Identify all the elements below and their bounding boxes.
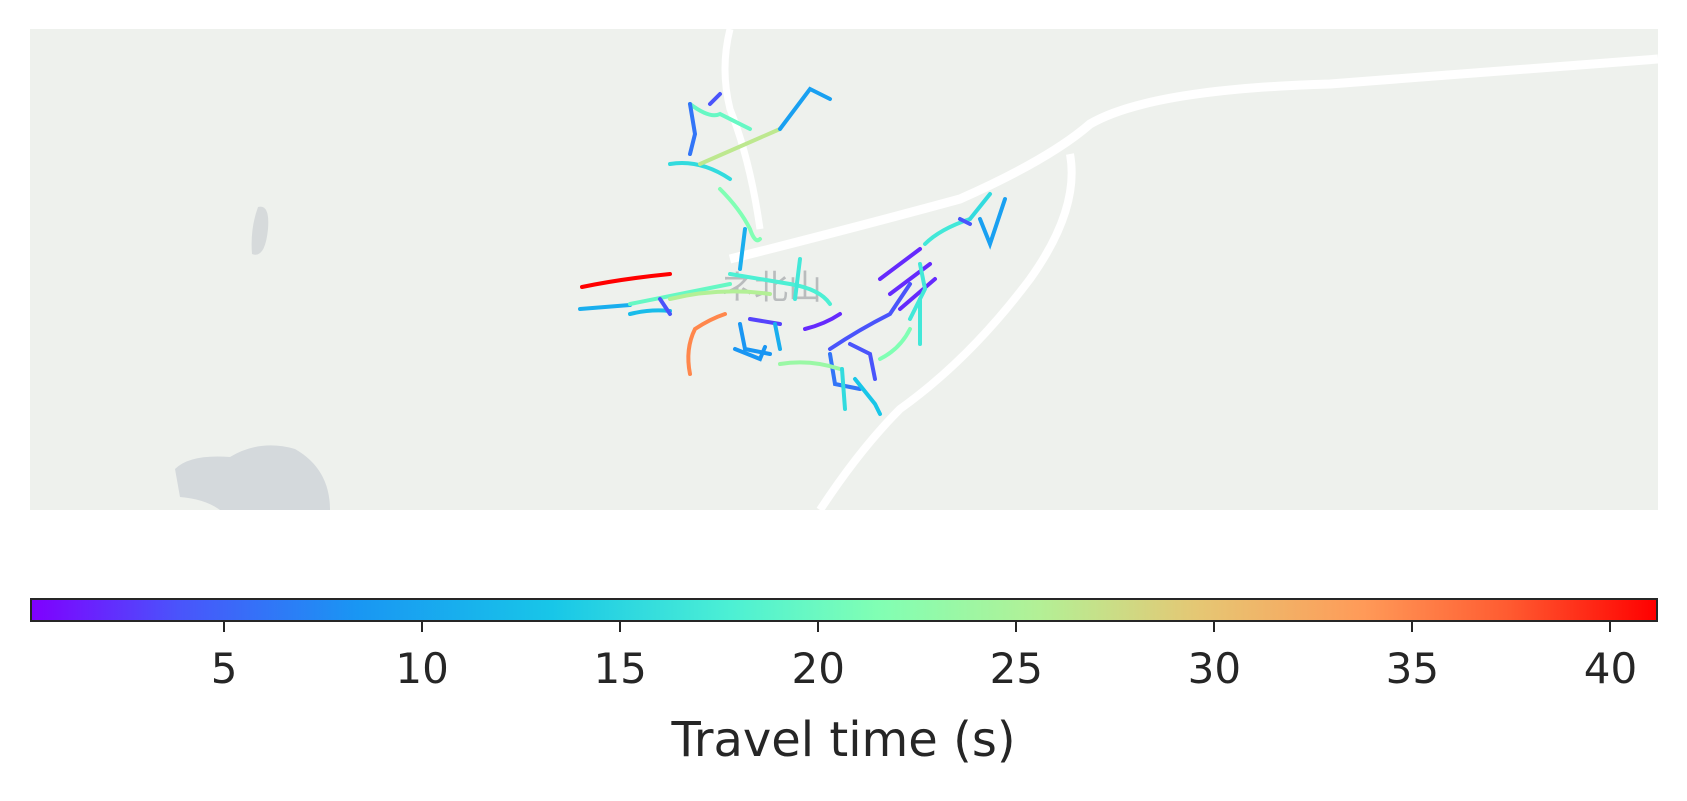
map-road-north — [721, 29, 764, 230]
colorbar-tick — [421, 622, 424, 632]
road-segment — [580, 272, 672, 289]
map-main-road — [728, 54, 1658, 264]
map-background — [30, 29, 1658, 510]
colorbar — [30, 598, 1658, 622]
road-segments — [578, 86, 1007, 416]
road-segment — [958, 217, 972, 226]
road-segment — [658, 297, 672, 316]
road-segment — [803, 312, 842, 331]
road-segment — [688, 102, 752, 131]
road-segment — [708, 92, 722, 106]
road-segment — [688, 102, 698, 156]
road-segment — [668, 289, 772, 301]
colorbar-tick — [1015, 622, 1018, 632]
road-segment — [728, 272, 792, 286]
colorbar-tick — [1609, 622, 1612, 632]
road-segment — [853, 377, 882, 416]
road-segment — [778, 360, 842, 371]
colorbar-tick-label: 20 — [791, 644, 845, 693]
map-road-south — [816, 153, 1076, 510]
road-segment — [733, 345, 767, 362]
colorbar-tick — [817, 622, 820, 632]
colorbar-tick — [1411, 622, 1414, 632]
road-segment — [718, 187, 762, 243]
road-segment — [778, 86, 832, 131]
colorbar-tick-label: 15 — [593, 644, 647, 693]
colorbar-tick — [619, 622, 622, 632]
map-water-body — [175, 445, 330, 510]
road-segment — [908, 262, 928, 321]
road-segment — [828, 282, 912, 351]
road-segment — [773, 322, 782, 351]
road-segment — [578, 303, 632, 311]
road-segment — [968, 192, 992, 221]
colorbar-tick-label: 35 — [1385, 644, 1440, 693]
map-lake-small — [251, 206, 269, 255]
colorbar-ticks: 5 10 15 20 25 30 35 40 — [30, 622, 1658, 690]
colorbar-tick — [223, 622, 226, 632]
colorbar-label: Travel time (s) — [671, 712, 1016, 768]
colorbar-tick — [1213, 622, 1216, 632]
road-segment — [628, 282, 732, 306]
road-segment — [793, 257, 802, 301]
road-segment — [698, 127, 782, 166]
road-segment — [686, 312, 727, 376]
road-segment — [898, 277, 937, 311]
road-segment — [840, 367, 847, 411]
colorbar-tick-label: 40 — [1583, 644, 1638, 693]
road-segment — [878, 247, 922, 281]
road-segment — [978, 197, 1007, 250]
colorbar-tick-label: 5 — [210, 644, 238, 693]
colorbar-tick-label: 10 — [395, 644, 449, 693]
road-segment — [828, 352, 862, 391]
road-segment — [738, 227, 747, 271]
road-segment — [878, 327, 912, 361]
road-segment — [848, 342, 877, 381]
network-map: ネ北山 — [30, 29, 1658, 510]
road-segment — [888, 262, 932, 296]
colorbar-tick-label: 30 — [1187, 644, 1242, 693]
colorbar-tick-label: 25 — [989, 644, 1044, 693]
